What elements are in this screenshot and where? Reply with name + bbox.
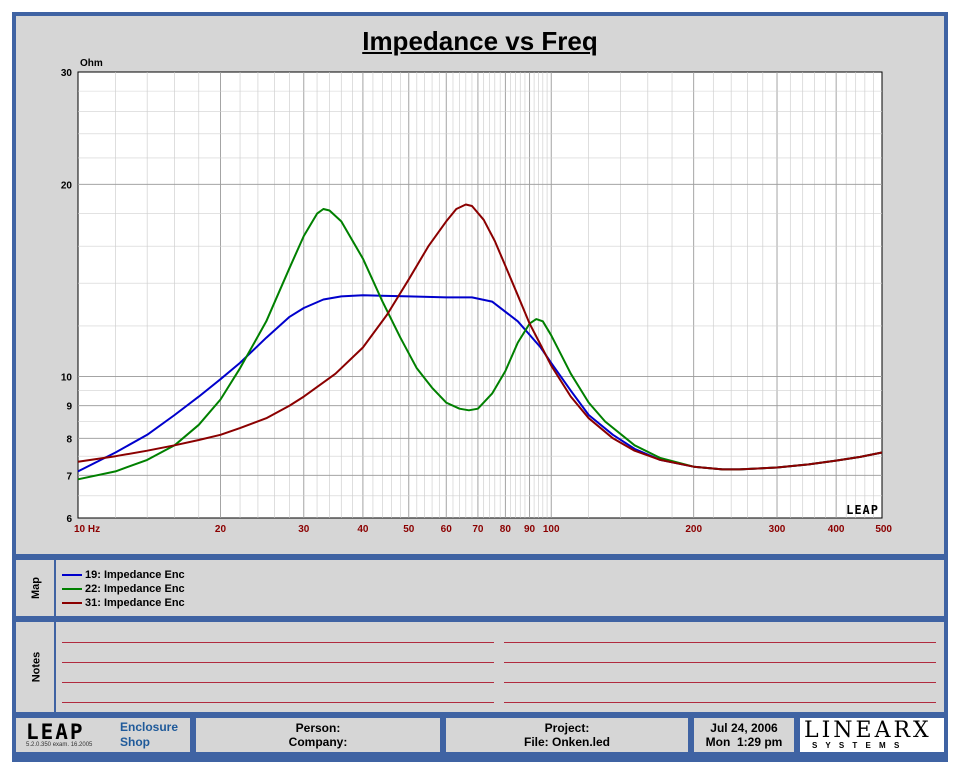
footer-project-box: Project: File: Onken.led (446, 718, 688, 752)
x-tick-label: 200 (685, 524, 702, 535)
leap-watermark: LEAP (846, 503, 879, 517)
linearx-logo: LINEARX (804, 718, 932, 743)
x-tick-label: 20 (215, 524, 227, 535)
note-line[interactable] (62, 642, 494, 643)
chart-title: Impedance vs Freq (362, 26, 598, 56)
legend-item[interactable]: 22: Impedance Enc (62, 582, 185, 596)
x-tick-label: 500 (875, 524, 892, 535)
footer-date-box: Jul 24, 2006 Mon 1:29 pm (694, 718, 794, 752)
series-line-3 (77, 203, 883, 471)
footer-person-box: Person: Company: (196, 718, 440, 752)
version-text: 5.2.0.350 exam. 16.2005 (26, 742, 93, 748)
x-tick-label: 30 (298, 524, 310, 535)
y-tick-label: 8 (66, 434, 72, 445)
product-name-line1: Enclosure (120, 720, 179, 734)
leap-logo: LEAP (26, 720, 85, 744)
time-text: Mon 1:29 pm (705, 735, 783, 749)
x-tick-label: 90 (524, 524, 536, 535)
plot-area (77, 71, 883, 519)
legend-swatch (62, 588, 82, 590)
notes-side-label: Notes (16, 622, 56, 712)
y-axis-label: Ohm (80, 58, 103, 69)
legend-label: 31: Impedance Enc (85, 597, 185, 609)
note-line[interactable] (504, 702, 936, 703)
linearx-subtitle: S Y S T E M S (812, 741, 903, 750)
x-tick-label: 100 (543, 524, 560, 535)
y-tick-label: 30 (61, 68, 73, 79)
x-tick-label: 60 (441, 524, 453, 535)
legend-label: 22: Impedance Enc (85, 583, 185, 595)
note-line[interactable] (504, 642, 936, 643)
map-label: Map (30, 577, 42, 599)
legend-item[interactable]: 31: Impedance Enc (62, 596, 185, 610)
impedance-chart: 30 20 10 9 8 7 6 Ohm 10 Hz 20 30 40 50 60 70 80 90 100 200… (61, 58, 893, 535)
legend-item[interactable]: 19: Impedance Enc (62, 568, 185, 582)
notes-divider (54, 622, 56, 712)
note-line[interactable] (62, 682, 494, 683)
x-tick-label: 40 (357, 524, 369, 535)
note-line[interactable] (504, 662, 936, 663)
legend-swatch (62, 574, 82, 576)
y-tick-label: 7 (66, 471, 72, 482)
x-tick-label: 50 (403, 524, 415, 535)
legend-label: 19: Impedance Enc (85, 569, 185, 581)
footer-brand-box (16, 718, 190, 752)
legend-swatch (62, 602, 82, 604)
note-line[interactable] (504, 682, 936, 683)
notes-label: Notes (30, 651, 42, 683)
note-line[interactable] (62, 662, 494, 663)
map-divider (54, 560, 56, 616)
footer-linearx-box (800, 718, 944, 752)
company-label: Company: (288, 735, 348, 749)
x-tick-label: 10 Hz (74, 524, 100, 535)
project-label: Project: (544, 721, 590, 735)
date-text: Jul 24, 2006 (710, 721, 778, 735)
y-tick-label: 20 (61, 180, 73, 191)
person-label: Person: (295, 721, 341, 735)
notes-panel (16, 622, 944, 712)
note-line[interactable] (62, 702, 494, 703)
product-name-line2: Shop (120, 735, 150, 749)
x-tick-label: 300 (769, 524, 786, 535)
file-name: File: Onken.led (523, 735, 610, 749)
map-side-label: Map (16, 560, 56, 616)
y-tick-label: 9 (66, 402, 72, 413)
x-tick-label: 70 (472, 524, 484, 535)
y-tick-label: 10 (61, 372, 73, 383)
y-tick-label: 6 (66, 514, 72, 525)
map-panel (16, 560, 944, 616)
x-tick-label: 400 (828, 524, 845, 535)
x-tick-label: 80 (500, 524, 512, 535)
